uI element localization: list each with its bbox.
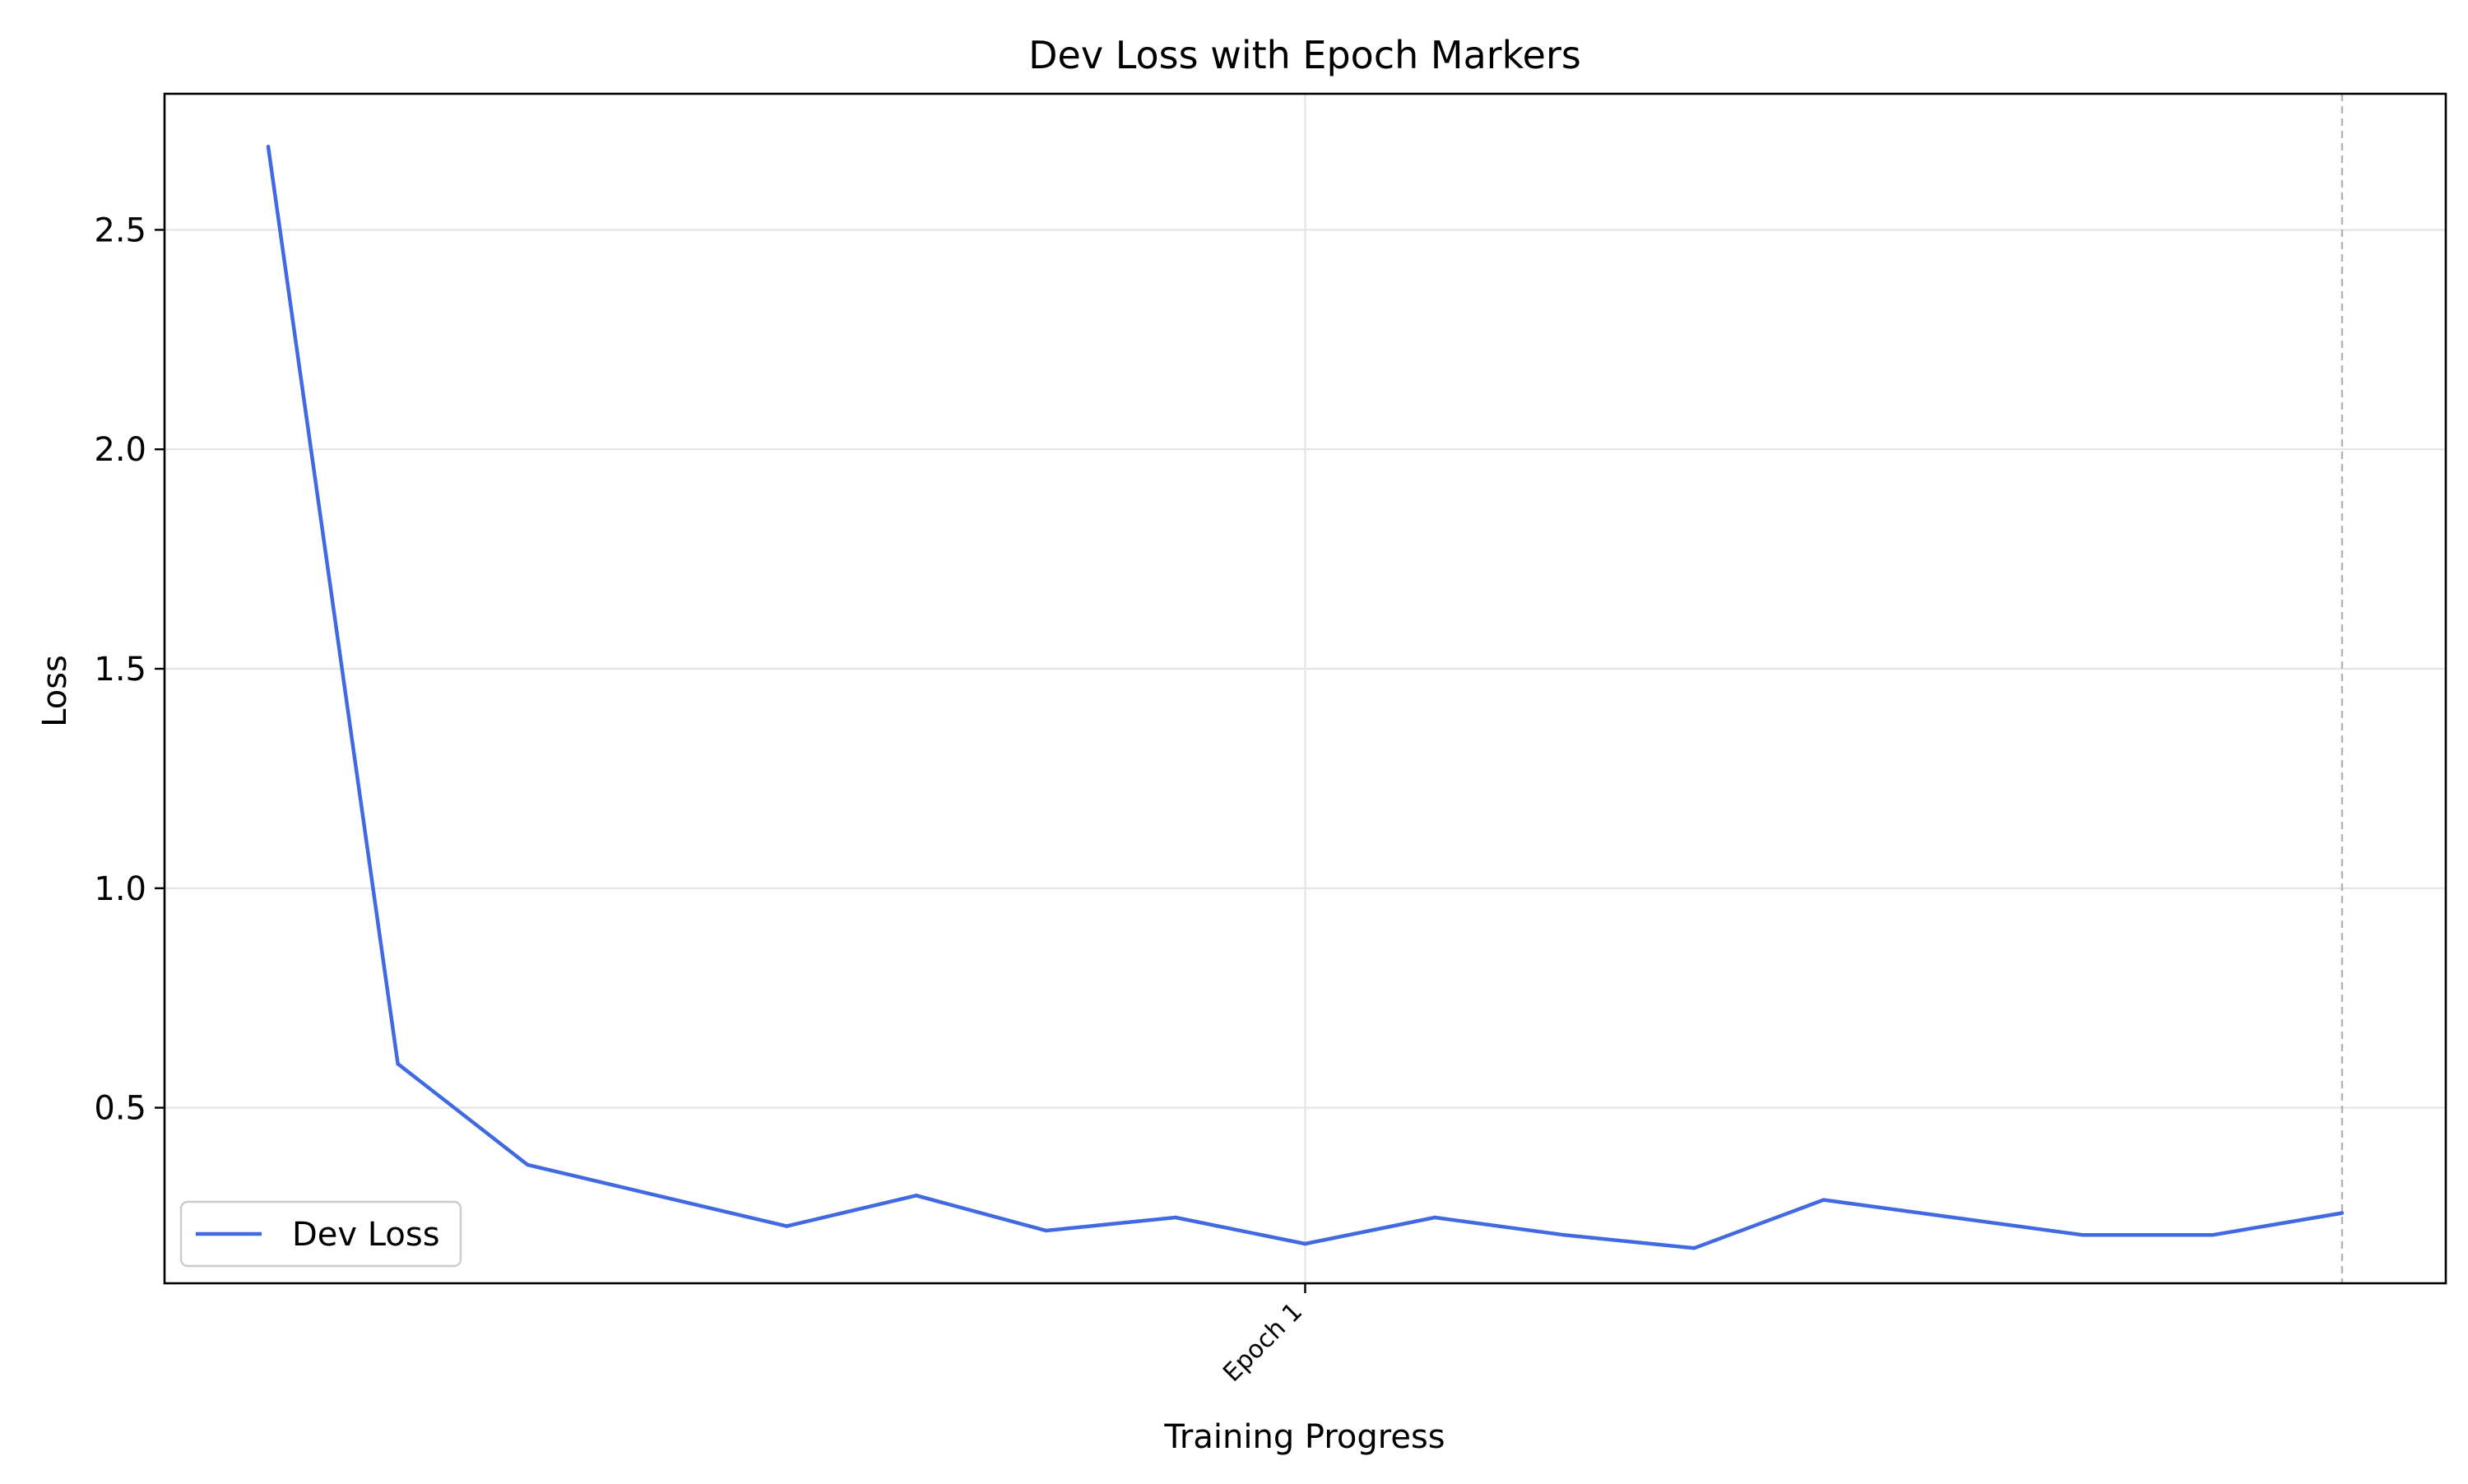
- y-tick-label: 1.0: [94, 870, 146, 908]
- data-point: [1303, 1241, 1307, 1246]
- data-point: [785, 1224, 789, 1228]
- data-point: [1821, 1198, 1825, 1202]
- y-tick-label: 0.5: [94, 1090, 146, 1128]
- data-point: [1562, 1233, 1566, 1237]
- data-point: [2211, 1233, 2215, 1237]
- data-point: [914, 1194, 919, 1198]
- data-point: [2340, 1211, 2345, 1215]
- y-tick-label: 2.5: [94, 211, 146, 249]
- data-point: [655, 1194, 659, 1198]
- data-point: [2081, 1233, 2085, 1237]
- x-axis-label: Training Progress: [1163, 1418, 1445, 1456]
- data-point: [266, 144, 271, 149]
- data-point: [525, 1162, 530, 1167]
- data-point: [1432, 1215, 1437, 1220]
- y-axis-ticks: 0.5 1.0 1.5 2.0 2.5: [94, 211, 165, 1128]
- data-point: [1951, 1215, 1955, 1220]
- legend-label-dev-loss: Dev Loss: [292, 1216, 440, 1254]
- data-point: [1173, 1215, 1178, 1220]
- chart-title: Dev Loss with Epoch Markers: [1028, 33, 1581, 77]
- epoch-markers: [1304, 94, 2344, 1283]
- data-point: [1691, 1246, 1696, 1250]
- data-point: [396, 1062, 400, 1066]
- y-tick-label: 2.0: [94, 431, 146, 469]
- y-axis-label: Loss: [36, 655, 74, 727]
- y-tick-label: 1.5: [94, 651, 146, 689]
- legend-box: [179, 1200, 462, 1268]
- legend: Dev Loss: [179, 1200, 462, 1268]
- data-point: [1044, 1228, 1048, 1233]
- series-layer: [266, 144, 2345, 1250]
